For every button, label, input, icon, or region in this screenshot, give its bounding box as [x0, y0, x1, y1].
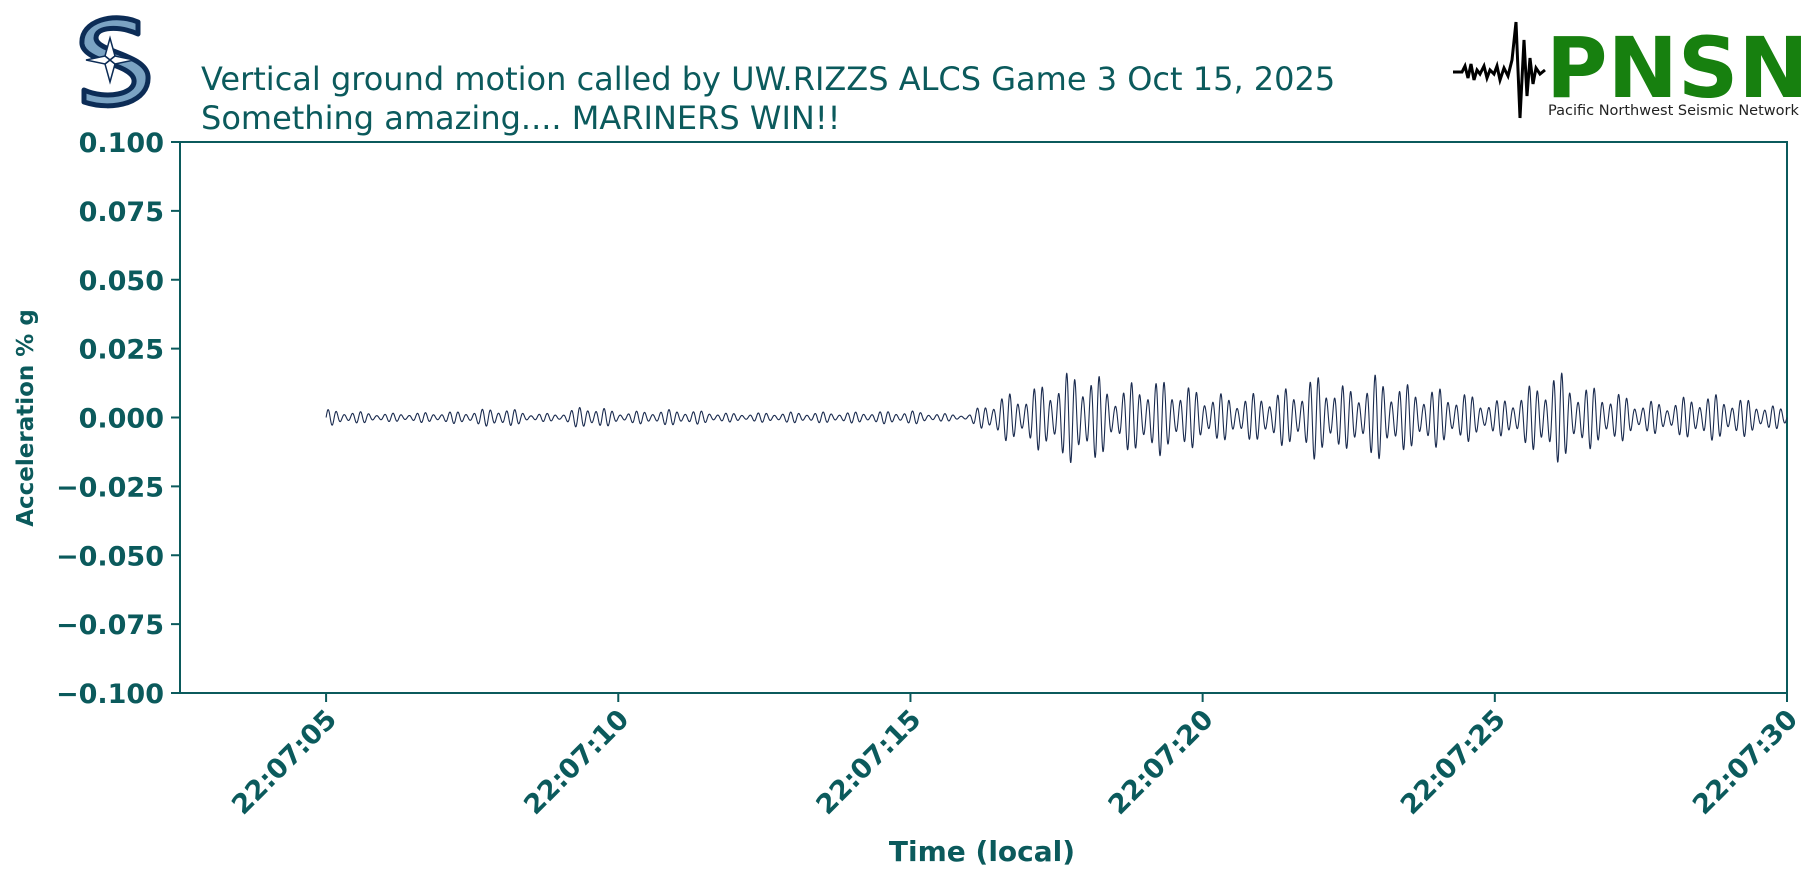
pnsn-wordmark: PNSN — [1546, 19, 1809, 117]
y-tick-label: −0.025 — [56, 472, 164, 503]
y-tick-label: −0.075 — [56, 610, 164, 641]
pnsn-logo: PNSN Pacific Northwest Seismic Network — [1453, 19, 1809, 119]
mariners-logo — [79, 15, 151, 109]
y-tick-label: 0.075 — [79, 197, 164, 228]
x-axis: 22:07:05 22:07:10 22:07:15 22:07:20 22:07:25… — [226, 693, 1804, 821]
x-tick-label: 22:07:05 — [226, 704, 343, 821]
y-axis-label: Acceleration % g — [13, 309, 39, 527]
x-tick-label: 22:07:20 — [1103, 704, 1220, 821]
chart-title-line1: Vertical ground motion called by UW.RIZZ… — [201, 60, 1335, 98]
y-tick-label: 0.100 — [79, 128, 164, 159]
y-tick-label: 0.025 — [79, 335, 164, 366]
x-tick-label: 22:07:25 — [1395, 704, 1512, 821]
y-axis: 0.100 0.075 0.050 0.025 0.000 −0.025 −0.050 −0.… — [56, 128, 180, 710]
x-tick-label: 22:07:30 — [1687, 704, 1804, 821]
x-axis-label: Time (local) — [889, 835, 1075, 868]
compass-rose-icon — [85, 35, 135, 85]
pnsn-subtitle: Pacific Northwest Seismic Network — [1548, 103, 1799, 119]
y-tick-label: −0.050 — [56, 541, 164, 572]
x-tick-label: 22:07:15 — [810, 704, 927, 821]
y-tick-label: −0.100 — [56, 679, 164, 710]
acceleration-trace — [325, 372, 1788, 463]
chart-title-line2: Something amazing.... MARINERS WIN!! — [201, 99, 840, 137]
y-tick-label: 0.050 — [79, 266, 164, 297]
seismogram-icon — [1453, 21, 1546, 119]
y-tick-label: 0.000 — [79, 404, 164, 435]
x-tick-label: 22:07:10 — [518, 704, 635, 821]
